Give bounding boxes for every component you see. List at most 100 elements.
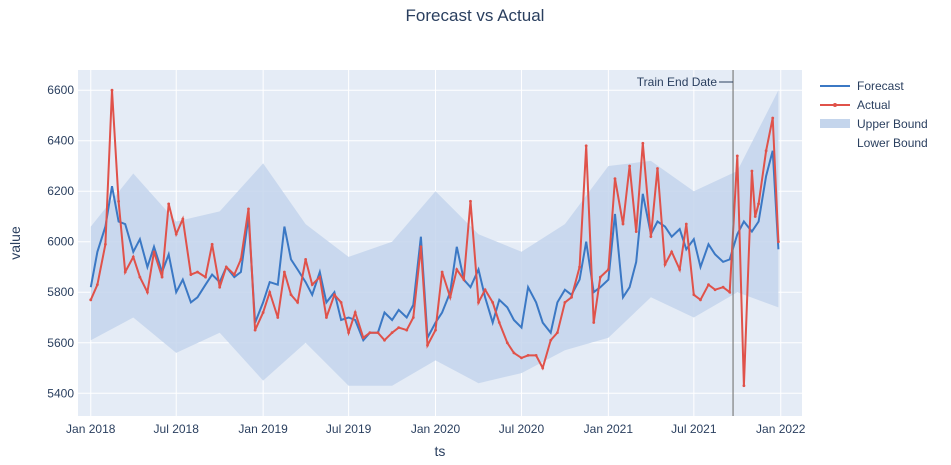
annotation-train-end: Train End Date [637, 75, 718, 89]
actual-markers [89, 88, 780, 388]
legend[interactable]: Forecast Actual Upper Bound Lower Bound [820, 79, 928, 150]
actual-point [771, 116, 775, 120]
actual-point [592, 321, 596, 324]
actual-point [634, 230, 638, 234]
actual-point [578, 265, 581, 269]
actual-point [361, 336, 365, 340]
actual-point [455, 268, 459, 271]
actual-point [613, 177, 617, 180]
actual-point [103, 242, 107, 246]
actual-point [440, 270, 444, 274]
actual-point [692, 293, 696, 297]
actual-point [477, 300, 480, 304]
actual-point [304, 258, 308, 261]
actual-point [95, 283, 99, 287]
legend-label: Forecast [857, 79, 904, 93]
actual-point [196, 270, 199, 274]
actual-point [419, 245, 423, 249]
x-tick-label: Jul 2021 [671, 422, 717, 436]
actual-point [152, 250, 156, 254]
y-tick-label: 6000 [47, 235, 74, 249]
actual-point [224, 265, 228, 269]
y-tick-label: 6600 [47, 83, 74, 97]
actual-point [146, 290, 149, 294]
legend-swatch-upper [820, 119, 850, 128]
actual-point [204, 275, 207, 279]
actual-point [497, 321, 501, 324]
actual-point [310, 283, 314, 287]
actual-point [491, 300, 495, 304]
actual-line [89, 90, 780, 386]
legend-item-upper-bound[interactable]: Upper Bound [820, 117, 928, 131]
y-axis-title: value [7, 226, 23, 260]
actual-point [268, 290, 272, 294]
actual-point [123, 270, 127, 274]
actual-point [483, 288, 487, 292]
actual-point [376, 331, 380, 335]
legend-item-forecast[interactable]: Forecast [820, 79, 904, 93]
y-tick-label: 5600 [47, 336, 74, 350]
x-tick-label: Jul 2020 [499, 422, 545, 436]
legend-item-actual[interactable]: Actual [820, 98, 890, 112]
actual-point [757, 202, 760, 206]
actual-point [469, 199, 472, 203]
x-tick-label: Jul 2018 [154, 422, 200, 436]
actual-point [678, 268, 682, 271]
x-tick-label: Jul 2019 [326, 422, 372, 436]
actual-point [218, 285, 222, 289]
actual-point [563, 300, 567, 304]
actual-point [117, 199, 121, 203]
x-tick-labels: Jan 2018 Jul 2018 Jan 2019 Jul 2019 Jan 2020… [66, 422, 806, 436]
chart-title: Forecast vs Actual [406, 6, 545, 25]
legend-label: Upper Bound [857, 117, 928, 131]
actual-point [448, 295, 452, 299]
x-tick-label: Jan 2022 [756, 422, 806, 436]
actual-point [210, 242, 214, 246]
actual-point [598, 275, 602, 279]
x-tick-label: Jan 2018 [66, 422, 116, 436]
actual-point [89, 298, 93, 302]
actual-point [276, 316, 280, 319]
actual-point [621, 222, 625, 226]
y-tick-label: 6400 [47, 134, 74, 148]
actual-point [735, 154, 739, 158]
legend-label: Lower Bound [857, 136, 928, 150]
actual-point [397, 326, 401, 330]
legend-item-lower-bound[interactable]: Lower Bound [857, 136, 928, 150]
actual-point [383, 338, 386, 342]
actual-point [663, 263, 667, 266]
actual-point [232, 273, 236, 276]
actual-point [462, 278, 466, 282]
actual-point [174, 232, 178, 236]
actual-point [707, 283, 710, 287]
x-tick-label: Jan 2019 [238, 422, 288, 436]
actual-point [353, 311, 357, 314]
actual-point [512, 351, 516, 355]
x-axis-title: ts [435, 443, 446, 459]
x-tick-label: Jan 2020 [411, 422, 461, 436]
actual-point [282, 270, 286, 274]
actual-point [405, 328, 409, 332]
actual-point [570, 295, 573, 299]
actual-point [764, 149, 768, 153]
legend-label: Actual [857, 98, 890, 112]
actual-point [713, 288, 717, 292]
actual-point [239, 258, 243, 261]
y-tick-label: 5800 [47, 285, 74, 299]
actual-point [728, 290, 732, 294]
actual-point [181, 217, 185, 221]
actual-point [526, 353, 530, 357]
actual-point [505, 341, 509, 345]
actual-point [584, 144, 588, 148]
y-tick-label: 6200 [47, 184, 74, 198]
actual-point [534, 353, 538, 357]
actual-point [555, 331, 559, 335]
actual-point [189, 273, 193, 276]
actual-point [776, 240, 780, 244]
actual-point [434, 328, 437, 332]
actual-point [742, 384, 746, 388]
actual-point [753, 215, 757, 218]
actual-point [131, 255, 135, 259]
actual-point [138, 275, 142, 279]
